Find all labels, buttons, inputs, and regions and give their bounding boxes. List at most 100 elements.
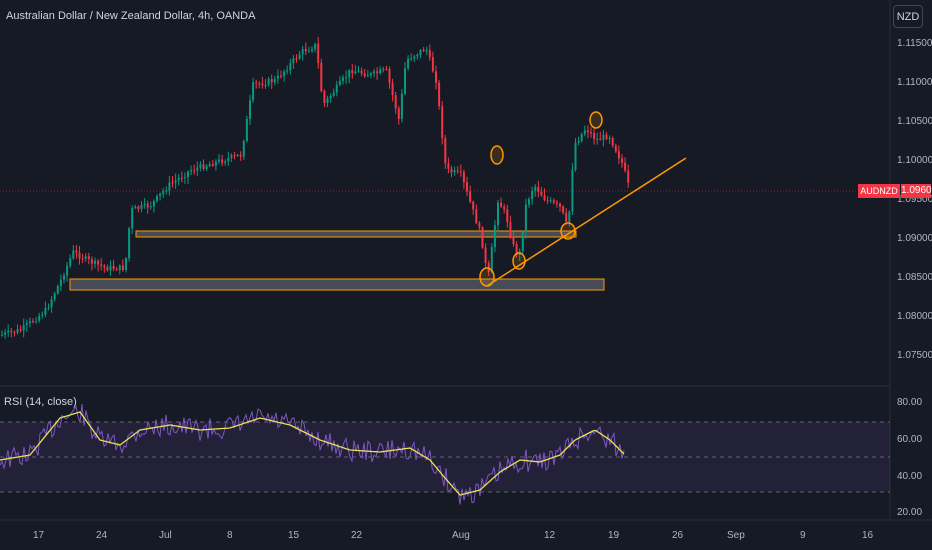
candle-body — [193, 170, 196, 172]
candle-body — [16, 329, 19, 333]
candle-body — [326, 98, 329, 104]
candle-body — [475, 209, 478, 224]
candle-body — [205, 166, 208, 169]
candle-body — [258, 83, 261, 85]
candle-body — [75, 250, 78, 253]
candle-body — [264, 84, 267, 86]
candle-body — [245, 118, 248, 142]
candle-body — [363, 73, 366, 77]
candle-body — [354, 71, 357, 74]
candle-body — [56, 286, 59, 294]
candle-body — [304, 49, 307, 52]
candle-body — [180, 177, 183, 179]
candle-body — [571, 169, 574, 212]
support-zone — [135, 230, 577, 238]
candle-body — [435, 71, 437, 83]
candle-body — [329, 95, 332, 99]
time-label: 22 — [351, 530, 363, 541]
rsi-line — [0, 403, 625, 505]
candle-body — [493, 225, 496, 248]
candle-body — [242, 141, 245, 157]
candle-body — [602, 134, 605, 140]
candle-body — [422, 50, 425, 52]
candle-body — [456, 170, 459, 172]
candle-body — [63, 275, 65, 280]
symbol-tag: AUDNZD — [858, 184, 900, 198]
candle-body — [165, 190, 168, 192]
candle-body — [311, 49, 313, 51]
time-label: Aug — [452, 530, 470, 541]
candle-body — [621, 158, 623, 163]
currency-button[interactable]: NZD — [893, 5, 923, 28]
candle-body — [552, 200, 555, 203]
candle-body — [317, 43, 320, 63]
candle-body — [146, 203, 149, 208]
candle-body — [459, 171, 462, 173]
trendline — [486, 157, 687, 287]
candle-body — [379, 69, 382, 74]
candle-body — [69, 258, 72, 266]
candle-body — [283, 71, 286, 77]
candle-body — [1, 334, 3, 336]
candle-body — [140, 205, 143, 209]
chart-title: Australian Dollar / New Zealand Dollar, … — [6, 10, 256, 22]
candle-body — [345, 77, 348, 79]
candle-body — [87, 256, 90, 260]
time-label: 12 — [544, 530, 556, 541]
candle-body — [106, 267, 109, 271]
candle-body — [289, 62, 292, 71]
candle-body — [342, 77, 344, 81]
candle-body — [137, 206, 140, 209]
candle-body — [4, 332, 7, 335]
candle-body — [543, 195, 546, 200]
candle-body — [298, 54, 301, 59]
candle-body — [568, 211, 571, 222]
candle-body — [13, 331, 16, 333]
candle-body — [121, 265, 124, 270]
candle-body — [521, 231, 524, 252]
candle-body — [438, 82, 441, 107]
candle-body — [239, 154, 242, 157]
candle-body — [32, 321, 34, 323]
candle-body — [512, 236, 515, 245]
candle-body — [202, 164, 205, 169]
price-label: 1.08000 — [897, 311, 932, 322]
highlight-circle — [589, 111, 603, 129]
candle-body — [72, 250, 75, 259]
candle-body — [608, 138, 611, 140]
candle-body — [407, 58, 410, 69]
candle-body — [537, 186, 540, 192]
candle-body — [586, 130, 589, 133]
candle-body — [617, 151, 620, 159]
rsi-label: 80.00 — [897, 397, 923, 408]
support-zone — [69, 278, 605, 291]
candle-body — [394, 95, 397, 109]
rsi-label: 20.00 — [897, 507, 923, 518]
candle-body — [366, 75, 369, 77]
price-label: 1.09000 — [897, 233, 932, 244]
candle-body — [28, 321, 31, 324]
candle-body — [100, 264, 103, 266]
candle-body — [196, 167, 199, 171]
candle-body — [614, 145, 617, 152]
candle-body — [555, 202, 558, 204]
candle-body — [338, 80, 341, 85]
candle-body — [413, 56, 416, 59]
rsi-title: RSI (14, close) — [4, 396, 77, 408]
candle-body — [7, 330, 10, 333]
candle-body — [78, 252, 81, 259]
rsi-label: 40.00 — [897, 471, 923, 482]
candle-body — [255, 82, 258, 84]
candle-body — [227, 158, 230, 162]
candle-body — [559, 203, 561, 207]
last-price-tag: 1.09600 — [901, 184, 932, 198]
candle-body — [81, 258, 84, 260]
candle-body — [320, 62, 323, 92]
candle-body — [44, 307, 47, 315]
price-label: 1.09500 — [897, 194, 932, 205]
candle-body — [531, 190, 534, 200]
candle-body — [112, 265, 115, 269]
candle-body — [109, 265, 112, 271]
candle-body — [565, 212, 568, 222]
